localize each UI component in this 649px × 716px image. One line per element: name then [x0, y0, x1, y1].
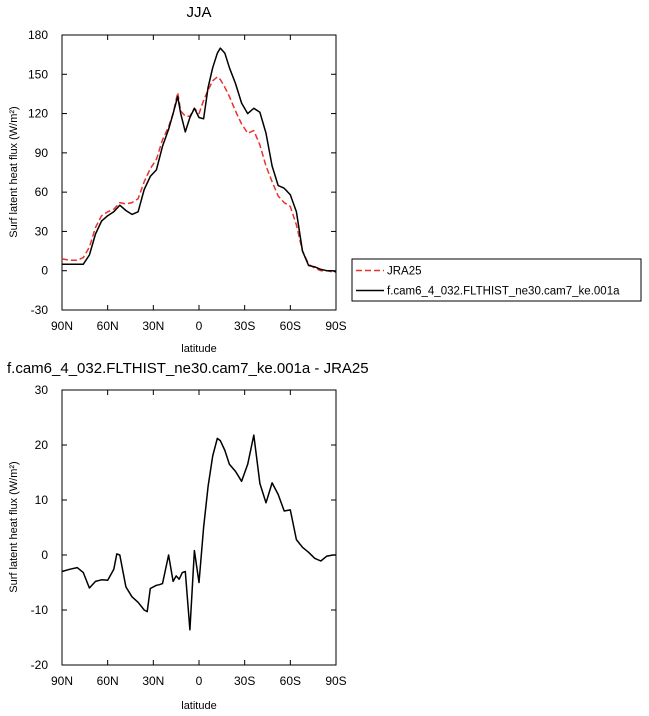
x-tick-label: 60S — [280, 674, 301, 688]
top-x-axis: 90N 60N 30N 0 30S 60S 90S — [51, 35, 347, 333]
y-tick-label: -10 — [31, 603, 49, 617]
x-tick-label: 90N — [51, 319, 73, 333]
top-chart-title: JJA — [186, 4, 211, 21]
top-y-axis: -30 0 30 60 90 120 150 180 — [28, 28, 336, 317]
x-tick-label: 0 — [196, 319, 203, 333]
y-tick-label: 0 — [41, 548, 48, 562]
legend-label-model: f.cam6_4_032.FLTHIST_ne30.cam7_ke.001a — [387, 286, 620, 298]
legend-box — [351, 258, 642, 302]
bottom-y-axis-label: Surf latent heat flux (W/m²) — [8, 461, 20, 592]
bottom-plot-frame — [61, 389, 337, 666]
top-plot-lines — [61, 47, 337, 273]
y-tick-label: 120 — [28, 107, 48, 121]
y-tick-label: -30 — [31, 303, 49, 317]
x-tick-label: 30S — [234, 674, 255, 688]
y-tick-label: 180 — [28, 28, 48, 42]
bottom-panel: f.cam6_4_032.FLTHIST_ne30.cam7_ke.001a -… — [7, 360, 369, 712]
x-tick-label: 60S — [280, 319, 301, 333]
y-tick-label: 90 — [35, 146, 49, 160]
bottom-x-axis: 90N 60N 30N 0 30S 60S 90S — [51, 390, 347, 688]
x-tick-label: 30N — [142, 674, 164, 688]
y-tick-label: 20 — [35, 438, 49, 452]
y-tick-label: 30 — [35, 383, 49, 397]
y-tick-label: 60 — [35, 185, 49, 199]
x-tick-label: 90N — [51, 674, 73, 688]
x-tick-label: 90S — [325, 319, 346, 333]
bottom-chart-title: f.cam6_4_032.FLTHIST_ne30.cam7_ke.001a -… — [7, 360, 369, 377]
x-tick-label: 0 — [196, 674, 203, 688]
x-tick-label: 90S — [325, 674, 346, 688]
top-plot-frame — [61, 34, 337, 311]
x-tick-label: 60N — [97, 674, 119, 688]
series-line-0 — [61, 434, 336, 631]
x-tick-label: 60N — [97, 319, 119, 333]
x-tick-label: 30N — [142, 319, 164, 333]
series-line-0 — [61, 76, 336, 273]
bottom-y-axis: -20 -10 0 10 20 30 — [31, 383, 336, 672]
y-tick-label: 30 — [35, 224, 49, 238]
y-tick-label: 10 — [35, 493, 49, 507]
y-tick-label: 0 — [41, 264, 48, 278]
series-line-1 — [62, 47, 337, 273]
top-panel: JJA -30 0 30 60 90 120 150 180 90N 60N 30N 0 30S 60S… — [8, 4, 347, 355]
top-y-axis-label: Surf latent heat flux (W/m²) — [8, 106, 20, 237]
y-tick-label: 150 — [28, 67, 48, 81]
bottom-plot-lines — [61, 434, 336, 631]
legend: JRA25 f.cam6_4_032.FLTHIST_ne30.cam7_ke.… — [351, 258, 642, 302]
legend-label-jra25: JRA25 — [387, 266, 422, 278]
x-tick-label: 30S — [234, 319, 255, 333]
top-x-axis-label: latitude — [181, 343, 216, 355]
y-tick-label: -20 — [31, 658, 49, 672]
bottom-x-axis-label: latitude — [181, 700, 216, 712]
